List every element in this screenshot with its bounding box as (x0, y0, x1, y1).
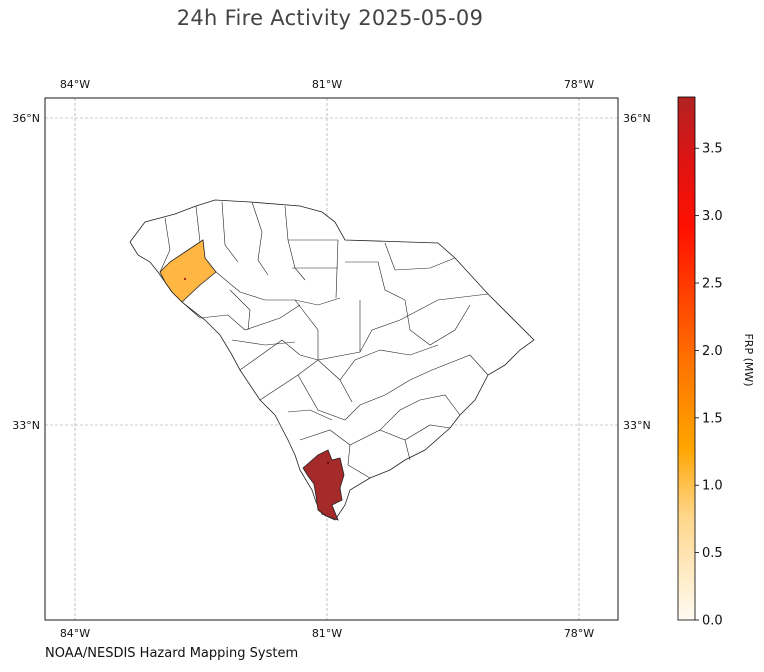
colorbar-tick-label: 0.0 (702, 614, 723, 629)
lon-tick-top: 81°W (312, 78, 342, 91)
lon-tick-bottom: 81°W (312, 627, 342, 640)
state-map (129, 199, 535, 521)
map-frame (44, 97, 619, 621)
colorbar-ticks: 0.0 0.5 1.0 1.5 2.0 2.5 3.0 3.5 (695, 142, 723, 629)
lon-tick-top: 78°W (564, 78, 594, 91)
lat-tick-right: 33°N (623, 419, 651, 432)
colorbar: 0.0 0.5 1.0 1.5 2.0 2.5 3.0 3.5 FRP (MW) (677, 96, 755, 629)
colorbar-tick-label: 1.0 (702, 479, 723, 494)
colorbar-tick-label: 1.5 (702, 411, 723, 426)
county-frp-2 (302, 449, 345, 521)
fire-point-upstate (183, 277, 187, 281)
colorbar-label: FRP (MW) (742, 333, 755, 386)
lon-tick-top: 84°W (60, 78, 90, 91)
lon-tick-bottom: 84°W (60, 627, 90, 640)
lon-tick-bottom: 78°W (564, 627, 594, 640)
lat-tick-left: 36°N (12, 112, 40, 125)
lat-tick-right: 36°N (623, 112, 651, 125)
county-lines (159, 201, 489, 479)
colorbar-tick-label: 0.5 (702, 546, 723, 561)
map-title: 24h Fire Activity 2025-05-09 (176, 6, 484, 30)
colorbar-tick-label: 3.5 (702, 142, 723, 157)
county-frp-1 (159, 239, 217, 303)
colorbar-tick-label: 2.0 (702, 344, 723, 359)
colorbar-gradient (677, 96, 696, 621)
colorbar-tick-label: 3.0 (702, 209, 723, 224)
credit-text: NOAA/NESDIS Hazard Mapping System (45, 646, 299, 661)
fire-point-lowcountry (326, 461, 330, 465)
colorbar-tick-label: 2.5 (702, 277, 723, 292)
state-outline (129, 199, 535, 521)
lat-tick-left: 33°N (12, 419, 40, 432)
